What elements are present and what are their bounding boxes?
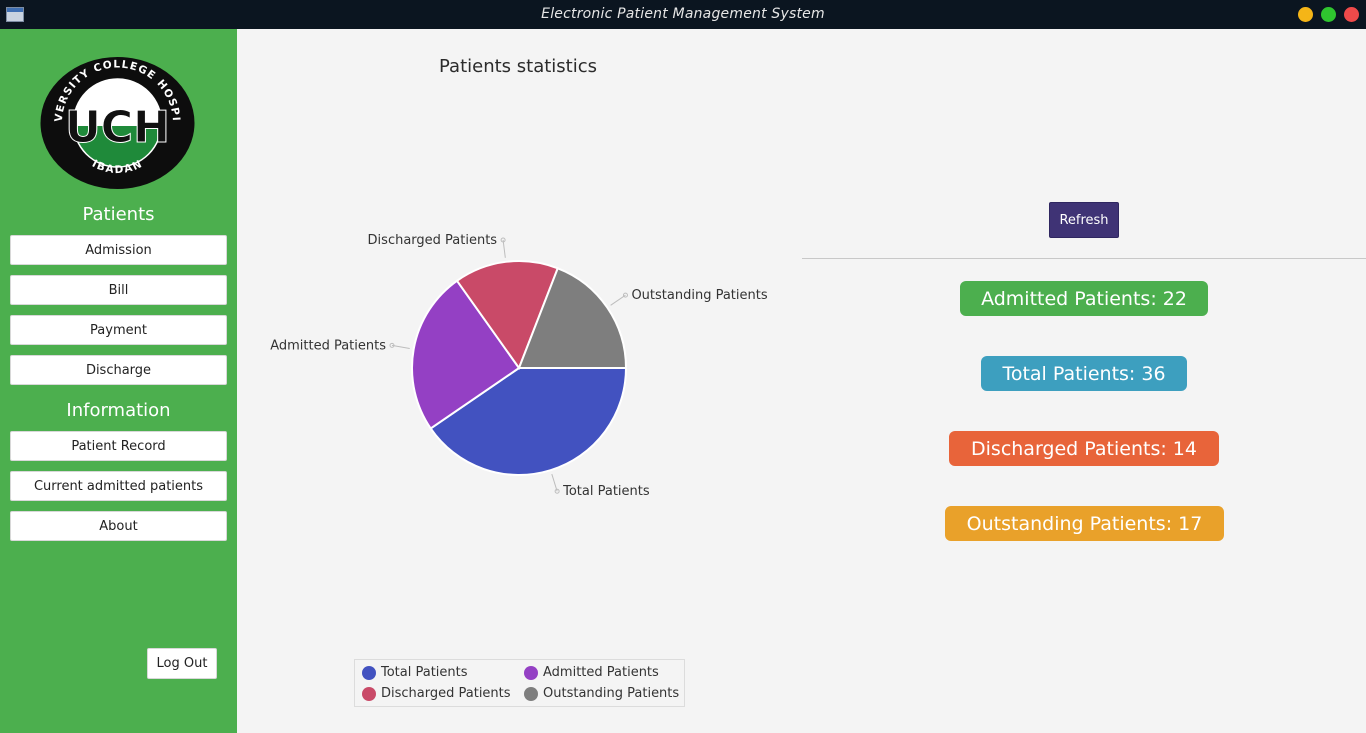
pie-slice-discharged — [455, 260, 560, 371]
legend-item-outstanding: Outstanding Patients — [524, 686, 679, 701]
legend-dot-total — [362, 665, 376, 680]
outstanding-patients-badge: Outstanding Patients: 17 — [945, 506, 1224, 541]
title-bar: Electronic Patient Management System — [0, 0, 1366, 29]
refresh-button[interactable]: Refresh — [1049, 202, 1119, 238]
pie-label-line-discharged — [502, 239, 506, 258]
pie-slice-admitted — [411, 279, 521, 430]
svg-text:IBADAN: IBADAN — [90, 158, 145, 176]
pie-label-line-outstanding — [610, 294, 626, 306]
current-admitted-patients-button[interactable]: Current admitted patients — [10, 471, 227, 501]
window-title: Electronic Patient Management System — [541, 6, 825, 22]
patients-pie-chart: Total Patients Admitted Patients Discharge… — [270, 233, 768, 499]
pie-label-outstanding: Outstanding Patients — [631, 288, 767, 303]
legend-item-total: Total Patients — [362, 665, 468, 680]
logo-monogram: UCH — [65, 102, 170, 153]
app-window-icon — [6, 7, 24, 22]
legend-label-outstanding: Outstanding Patients — [543, 686, 680, 701]
legend-dot-outstanding — [524, 686, 538, 701]
payment-button[interactable]: Payment — [10, 315, 227, 345]
legend-item-admitted: Admitted Patients — [524, 665, 659, 680]
pie-label-dot-total — [554, 488, 560, 494]
information-section-title: Information — [66, 400, 171, 421]
chart-title: Patients statistics — [439, 56, 598, 77]
divider — [802, 258, 1366, 259]
legend-label-admitted: Admitted Patients — [543, 665, 659, 680]
hospital-logo: UNIVERSITY COLLEGE HOSPITAL IBADAN UCH — [40, 56, 195, 189]
pie-slice-total — [429, 367, 628, 476]
sidebar: UNIVERSITY COLLEGE HOSPITAL IBADAN UCH P… — [0, 29, 237, 733]
legend-dot-discharged — [362, 686, 376, 701]
maximize-button[interactable] — [1321, 7, 1336, 22]
patient-record-button[interactable]: Patient Record — [10, 431, 227, 461]
total-patients-badge: Total Patients: 36 — [981, 356, 1187, 391]
discharge-button[interactable]: Discharge — [10, 355, 227, 385]
bill-button[interactable]: Bill — [10, 275, 227, 305]
patients-section-title: Patients — [82, 204, 155, 225]
legend-label-discharged: Discharged Patients — [381, 686, 511, 701]
pie-label-total: Total Patients — [562, 484, 650, 499]
admitted-patients-badge: Admitted Patients: 22 — [960, 281, 1208, 316]
pie-label-line-total — [551, 473, 558, 492]
close-button[interactable] — [1344, 7, 1359, 22]
admission-button[interactable]: Admission — [10, 235, 227, 265]
chart-legend: Total Patients Admitted Patients Dischar… — [354, 659, 685, 707]
pie-label-admitted: Admitted Patients — [270, 338, 386, 353]
pie-label-dot-admitted — [389, 342, 395, 348]
log-out-button[interactable]: Log Out — [147, 648, 217, 679]
legend-item-discharged: Discharged Patients — [362, 686, 511, 701]
legend-dot-admitted — [524, 665, 538, 680]
pie-label-dot-outstanding — [622, 292, 628, 298]
discharged-patients-badge: Discharged Patients: 14 — [949, 431, 1219, 466]
minimize-button[interactable] — [1298, 7, 1313, 22]
legend-label-total: Total Patients — [381, 665, 468, 680]
pie-label-discharged: Discharged Patients — [368, 233, 498, 248]
pie-label-dot-discharged — [500, 237, 506, 243]
logo-text-bottom: IBADAN — [90, 158, 144, 176]
pie-label-line-admitted — [391, 344, 410, 350]
pie-slice-outstanding — [517, 266, 628, 369]
about-button[interactable]: About — [10, 511, 227, 541]
